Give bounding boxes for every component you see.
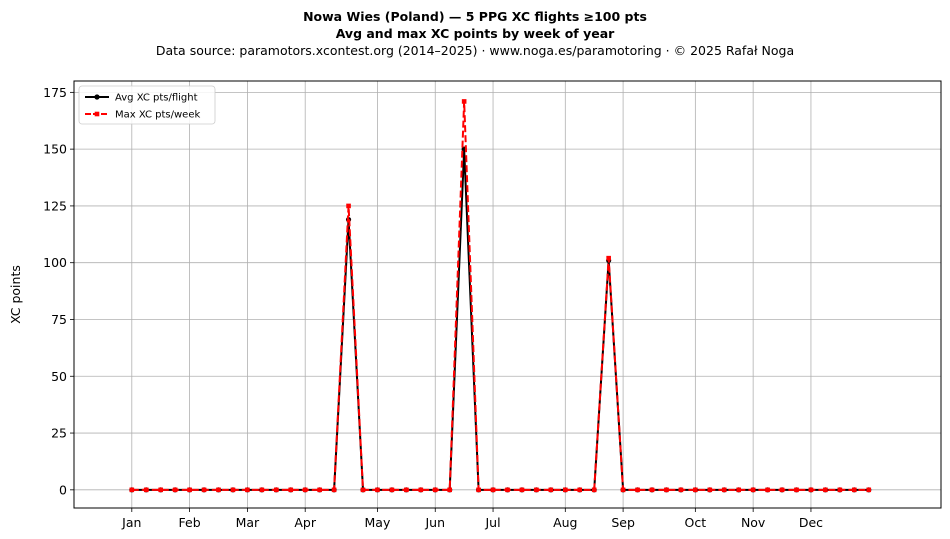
axes: 0 25 50 75 100 125 150 175 Jan Feb Mar Apr May Jun Jul… xyxy=(43,85,823,530)
data-point xyxy=(635,487,640,493)
y-tick-label: 25 xyxy=(51,426,67,441)
x-tick-label-jan: Jan xyxy=(121,515,141,530)
series-line xyxy=(131,100,869,491)
data-point xyxy=(172,487,178,493)
data-point xyxy=(245,487,250,493)
x-tick-label-jul: Jul xyxy=(485,515,501,530)
data-point xyxy=(736,487,741,493)
series-max xyxy=(129,99,872,493)
data-point xyxy=(563,487,568,493)
chart-title: Nowa Wies (Poland) — 5 PPG XC flights ≥1… xyxy=(303,9,647,24)
legend-label: Avg XC pts/flight xyxy=(115,93,198,104)
legend-entry: Avg XC pts/flight xyxy=(85,93,198,104)
data-point xyxy=(461,99,467,104)
data-point xyxy=(534,487,539,493)
data-point xyxy=(577,487,583,493)
data-point xyxy=(852,487,857,493)
data-point xyxy=(837,487,843,493)
data-point xyxy=(389,487,395,493)
data-point xyxy=(129,487,135,493)
data-point xyxy=(490,487,496,493)
chart-source-note: Data source: paramotors.xcontest.org (20… xyxy=(155,43,795,58)
data-point xyxy=(143,487,149,493)
data-point xyxy=(201,487,207,493)
legend-marker xyxy=(94,94,100,100)
data-point xyxy=(375,487,380,493)
y-tick-label: 125 xyxy=(43,198,67,213)
legend: Avg XC pts/flight Max XC pts/week xyxy=(78,85,216,125)
grid xyxy=(74,81,941,508)
data-point xyxy=(606,255,611,261)
y-tick-label: 100 xyxy=(43,255,67,270)
data-point xyxy=(158,487,163,493)
y-tick-label: 150 xyxy=(43,142,67,157)
x-tick-label-sep: Sep xyxy=(611,515,635,530)
x-tick-label-nov: Nov xyxy=(741,515,766,530)
y-tick-label: 0 xyxy=(59,482,67,497)
data-point xyxy=(823,487,828,493)
data-point xyxy=(664,487,669,493)
x-tick-label-feb: Feb xyxy=(179,515,201,530)
data-point xyxy=(216,487,221,493)
chart-subtitle: Avg and max XC points by week of year xyxy=(335,26,615,41)
data-point xyxy=(259,487,265,493)
data-point xyxy=(519,487,525,493)
data-point xyxy=(404,487,409,493)
data-point xyxy=(548,487,554,493)
data-point xyxy=(505,487,510,493)
data-point xyxy=(707,487,713,493)
data-point xyxy=(187,487,192,493)
x-tick-label-aug: Aug xyxy=(553,515,577,530)
data-point xyxy=(360,487,366,493)
y-tick-label: 175 xyxy=(43,85,67,100)
data-point xyxy=(620,487,626,493)
legend-label: Max XC pts/week xyxy=(115,110,200,121)
data-point xyxy=(274,487,279,493)
data-point xyxy=(418,487,424,493)
data-point xyxy=(678,487,684,493)
series-layer xyxy=(129,99,872,493)
x-tick-label-dec: Dec xyxy=(799,515,823,530)
data-point xyxy=(432,487,438,493)
data-point xyxy=(866,487,872,493)
data-point xyxy=(693,487,698,493)
data-point xyxy=(288,487,294,493)
data-point xyxy=(302,487,308,493)
x-tick-label-may: May xyxy=(365,515,391,530)
x-tick-label-apr: Apr xyxy=(294,515,316,530)
data-point xyxy=(765,487,770,493)
data-point xyxy=(230,487,236,493)
legend-marker xyxy=(94,111,100,117)
plot-frame xyxy=(73,80,942,509)
legend-box xyxy=(78,85,216,125)
y-tick-label: 75 xyxy=(51,312,67,327)
x-tick-label-mar: Mar xyxy=(236,515,260,530)
y-axis-label: XC points xyxy=(8,265,23,324)
y-tick-label: 50 xyxy=(51,369,67,384)
data-point xyxy=(317,487,322,493)
data-point xyxy=(476,487,481,493)
data-point xyxy=(447,487,452,493)
x-tick-label-jun: Jun xyxy=(424,515,445,530)
data-point xyxy=(808,487,814,493)
data-point xyxy=(750,487,756,493)
data-point xyxy=(721,487,727,493)
data-point xyxy=(331,487,337,493)
data-point xyxy=(649,487,655,493)
legend-entry: Max XC pts/week xyxy=(85,110,200,121)
data-point xyxy=(346,203,351,209)
data-point xyxy=(794,487,799,493)
data-point xyxy=(591,487,597,493)
x-tick-label-oct: Oct xyxy=(685,515,707,530)
data-point xyxy=(779,487,785,493)
